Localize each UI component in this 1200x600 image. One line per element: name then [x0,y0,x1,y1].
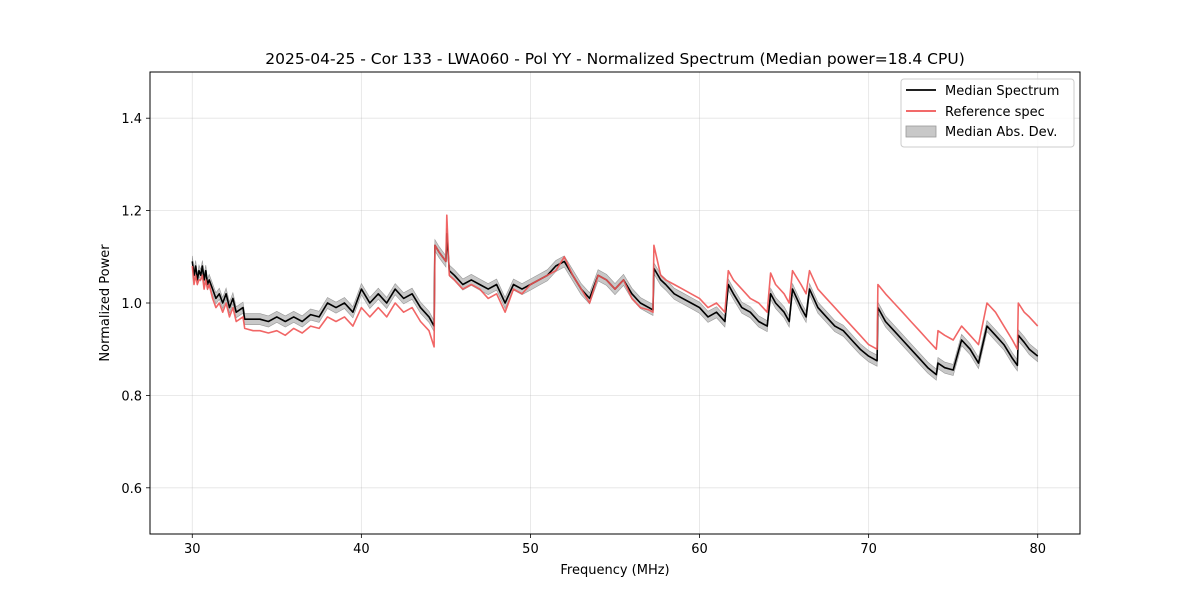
legend-mad-label: Median Abs. Dev. [945,125,1057,140]
y-tick-label: 0.6 [121,482,142,497]
chart-title: 2025-04-25 - Cor 133 - LWA060 - Pol YY -… [265,50,965,68]
y-tick-label: 1.4 [121,112,142,127]
x-tick-label: 60 [691,542,708,557]
y-tick-label: 1.2 [121,205,142,220]
y-axis-label: Normalized Power [98,244,113,362]
legend-median-label: Median Spectrum [945,84,1059,99]
x-tick-label: 30 [184,542,201,557]
series-layer [191,214,1039,376]
y-tick-label: 1.0 [121,297,142,312]
reference-spec-line [191,214,1039,350]
x-tick-label: 80 [1029,542,1046,557]
x-tick-label: 50 [522,542,539,557]
y-tick-label: 0.8 [121,389,142,404]
plot-area [191,214,1039,381]
x-tick-label: 40 [353,542,370,557]
x-tick-label: 70 [860,542,877,557]
x-axis-label: Frequency (MHz) [560,563,669,578]
legend-box [900,78,1075,148]
x-axis-ticks: 30 40 50 60 70 80 [184,534,1046,557]
legend: Median Spectrum Reference spec Median Ab… [900,78,1075,148]
y-axis-ticks: 0.6 0.8 1.0 1.2 1.4 [121,112,150,497]
legend-reference-label: Reference spec [945,105,1045,120]
legend-mad-swatch [905,125,937,138]
